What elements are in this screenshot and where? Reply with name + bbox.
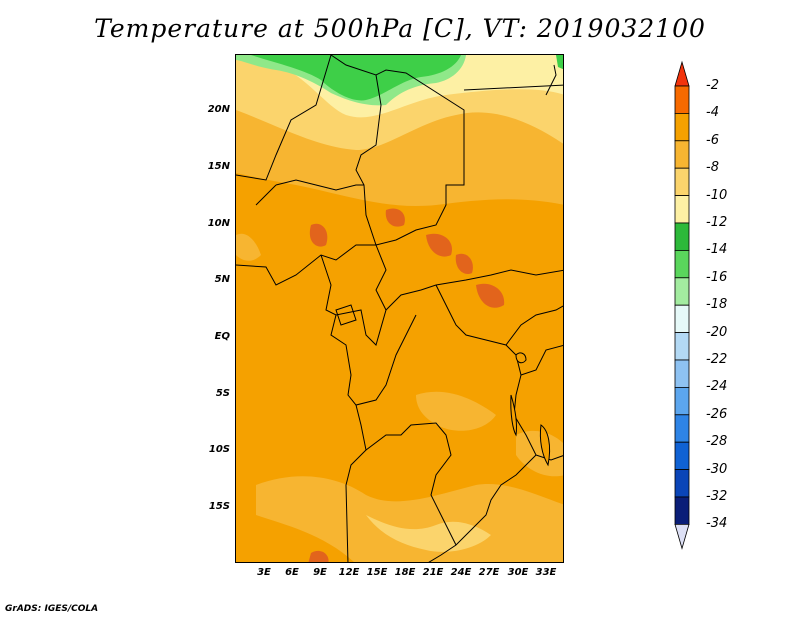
color-bar-swatch <box>674 359 690 388</box>
lon-label: 9E <box>313 567 327 578</box>
lon-label: 21E <box>422 567 444 578</box>
warm-patch-4 <box>455 253 473 275</box>
lon-label: 33E <box>535 567 557 578</box>
color-bar-label: -18 <box>706 297 728 313</box>
lat-label: EQ <box>214 331 230 342</box>
color-bar-label: -2 <box>706 78 719 93</box>
warm-patch-2 <box>426 233 452 257</box>
lat-label: 15S <box>208 501 230 512</box>
color-bar-swatch <box>674 222 690 251</box>
color-bar-swatch <box>674 195 690 224</box>
color-bar-label: -12 <box>706 215 728 230</box>
warm-patch-1 <box>309 223 328 247</box>
warm-patch-6 <box>308 550 329 562</box>
temperature-map <box>236 55 563 562</box>
pale-northeast <box>466 55 563 85</box>
south-mid-band <box>256 476 563 562</box>
color-bar-label: -8 <box>706 160 719 176</box>
color-bar-swatch <box>674 277 690 306</box>
lake-outlines <box>510 352 551 467</box>
map-plot-area <box>235 54 564 563</box>
lon-label: 18E <box>394 567 416 578</box>
south-cool-patch <box>366 515 491 552</box>
lon-label: 24E <box>450 567 472 578</box>
color-bar-label: -16 <box>706 269 728 285</box>
color-bar-swatch <box>674 469 690 498</box>
color-bar-label: -10 <box>706 187 728 203</box>
green-area <box>251 55 461 101</box>
lon-label: 15E <box>366 567 388 578</box>
color-bar-label: -26 <box>706 406 728 422</box>
lat-label: 20N <box>207 104 230 115</box>
map-title: Temperature at 500hPa [C], VT: 201903210… <box>94 14 706 43</box>
country-borders <box>236 55 563 562</box>
warm-patch-5 <box>385 208 405 227</box>
color-bar-label: -30 <box>706 461 728 477</box>
color-bar-label: -22 <box>706 352 728 367</box>
color-bar-label: -24 <box>706 379 728 395</box>
lon-label: 30E <box>507 567 529 578</box>
color-bar-swatch <box>674 441 690 471</box>
central-mid-patch <box>416 391 496 431</box>
color-bar-label: -14 <box>706 242 728 258</box>
color-bar-swatch <box>674 167 690 196</box>
color-bar-swatch <box>674 140 690 169</box>
color-bar-swatch <box>674 304 690 333</box>
lon-label: 3E <box>257 567 271 578</box>
color-bar-label: -28 <box>706 434 728 450</box>
color-bar-label: -6 <box>706 132 719 148</box>
lon-label: 6E <box>285 567 299 578</box>
lon-label: 12E <box>338 567 360 578</box>
color-bar-swatch <box>674 414 690 443</box>
color-bar <box>674 60 690 550</box>
color-bar-label: -34 <box>706 516 728 532</box>
lat-label: 15N <box>207 161 230 172</box>
color-bar-swatch <box>674 496 690 525</box>
color-bar-swatch <box>674 85 690 114</box>
color-bar-label: -20 <box>706 324 728 340</box>
color-bar-swatch <box>674 386 690 416</box>
color-bar-label: -32 <box>706 489 728 504</box>
color-bar-swatch <box>674 332 690 361</box>
green-northeast <box>556 55 563 70</box>
lat-label: 5N <box>214 274 230 285</box>
lat-label: 10N <box>207 218 230 229</box>
east-mid-patch <box>516 430 563 477</box>
west-coast-patch <box>236 233 261 261</box>
color-bar-arrow-top <box>674 60 690 87</box>
color-bar-swatch <box>674 113 690 142</box>
color-bar-label: -4 <box>706 105 719 121</box>
color-bar-arrow-bottom <box>674 523 690 550</box>
lat-label: 5S <box>215 388 230 399</box>
footer-credit: GrADS: IGES/COLA <box>5 604 99 614</box>
lat-label: 10S <box>208 444 230 455</box>
color-bar-swatch <box>674 249 690 279</box>
warm-patch-3 <box>476 283 505 308</box>
lon-label: 27E <box>478 567 500 578</box>
